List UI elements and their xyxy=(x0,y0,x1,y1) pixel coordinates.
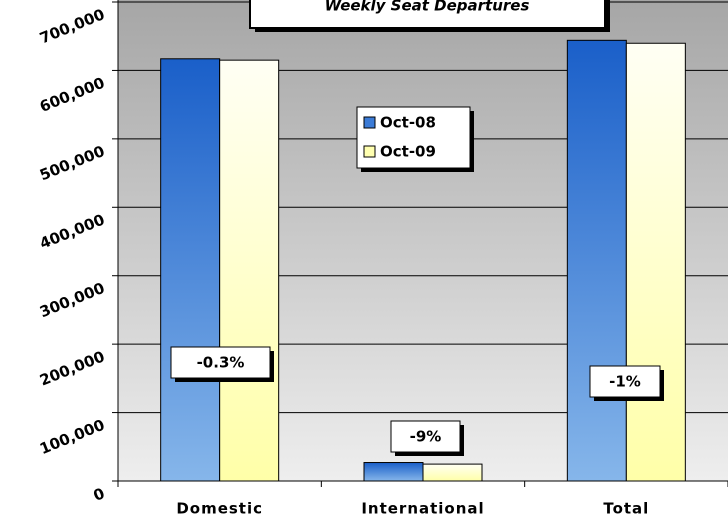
bar xyxy=(363,462,424,482)
y-tick-label: 0 xyxy=(91,484,107,505)
y-tick-label: 300,000 xyxy=(37,279,107,321)
bar xyxy=(160,58,221,482)
x-tick-label: Domestic xyxy=(176,500,263,518)
title-box xyxy=(249,0,606,29)
x-tick-label: Total xyxy=(603,500,649,518)
annotation-box xyxy=(589,365,661,398)
annotation: -1% xyxy=(609,373,641,391)
x-tick-label: International xyxy=(361,500,484,518)
y-tick-label: 400,000 xyxy=(37,210,107,252)
bar xyxy=(219,59,280,482)
chart-title: Weekly Seat Departures xyxy=(325,0,530,15)
annotation: -9% xyxy=(410,428,442,446)
legend-swatch xyxy=(363,116,376,129)
legend-label: Oct-09 xyxy=(380,143,436,161)
y-tick-label: 100,000 xyxy=(37,416,107,458)
bar xyxy=(625,42,686,482)
y-tick-label: 500,000 xyxy=(37,142,107,184)
annotation-box xyxy=(390,420,461,453)
bar xyxy=(422,463,483,482)
y-tick-label: 200,000 xyxy=(37,347,107,389)
legend-label: Oct-08 xyxy=(380,114,436,132)
legend-swatch xyxy=(363,145,376,158)
annotation: -0.3% xyxy=(197,354,245,372)
bar xyxy=(566,39,627,482)
y-tick-label: 700,000 xyxy=(37,5,107,47)
legend xyxy=(356,106,471,169)
annotation-box xyxy=(170,346,271,379)
y-tick-label: 600,000 xyxy=(37,74,107,116)
